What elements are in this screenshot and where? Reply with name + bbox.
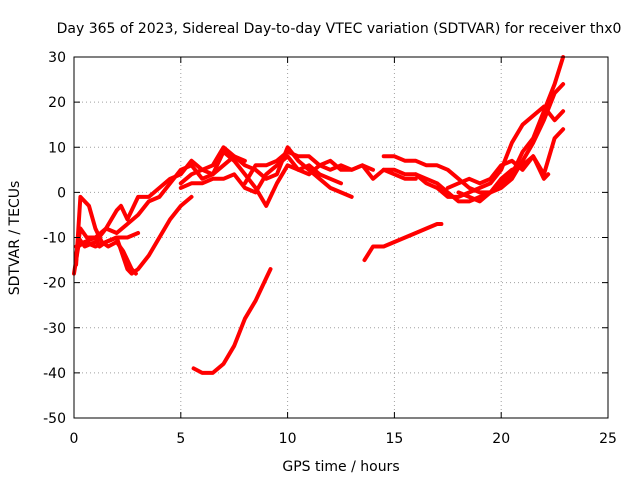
y-tick-label: -30	[43, 321, 66, 337]
series-line-trace-9	[191, 267, 273, 375]
y-tick-label: -50	[43, 411, 66, 427]
y-tick-label: -40	[43, 366, 66, 382]
x-tick-label: 20	[492, 431, 510, 447]
y-tick-label: 30	[48, 50, 66, 66]
series-line-trace-11	[381, 55, 566, 195]
x-tick-label: 15	[385, 431, 403, 447]
y-tick-label: -20	[43, 276, 66, 292]
y-tick-label: -10	[43, 231, 66, 247]
y-axis-label: SDTVAR / TECUs	[7, 181, 23, 296]
series-line-trace-7	[178, 154, 343, 195]
axis-ticks: -50 -40 -30 -20 -10 0 10 20 30 0 5 10 15 20 25	[43, 50, 617, 447]
chart-title: Day 365 of 2023, Sidereal Day-to-day VTE…	[57, 21, 622, 37]
series-line-trace-10	[362, 222, 444, 263]
y-tick-label: 20	[48, 95, 66, 111]
series-line-trace-12	[381, 104, 566, 199]
y-tick-label: 10	[48, 140, 66, 156]
y-tick-label: 0	[57, 185, 66, 201]
series-line-trace-14	[456, 127, 566, 204]
x-tick-label: 25	[599, 431, 617, 447]
grid-lines	[74, 57, 608, 418]
series-line-trace-2	[74, 149, 375, 249]
x-tick-label: 10	[279, 431, 297, 447]
x-tick-label: 5	[176, 431, 185, 447]
series-group	[72, 55, 566, 375]
series-line-trace-3	[76, 154, 247, 249]
x-tick-label: 0	[70, 431, 79, 447]
series-line-trace-6	[178, 145, 354, 199]
series-line-trace-4	[74, 226, 141, 258]
series-line-trace-15	[445, 154, 551, 190]
series-line-trace-5	[74, 194, 138, 276]
x-axis-label: GPS time / hours	[282, 459, 399, 475]
